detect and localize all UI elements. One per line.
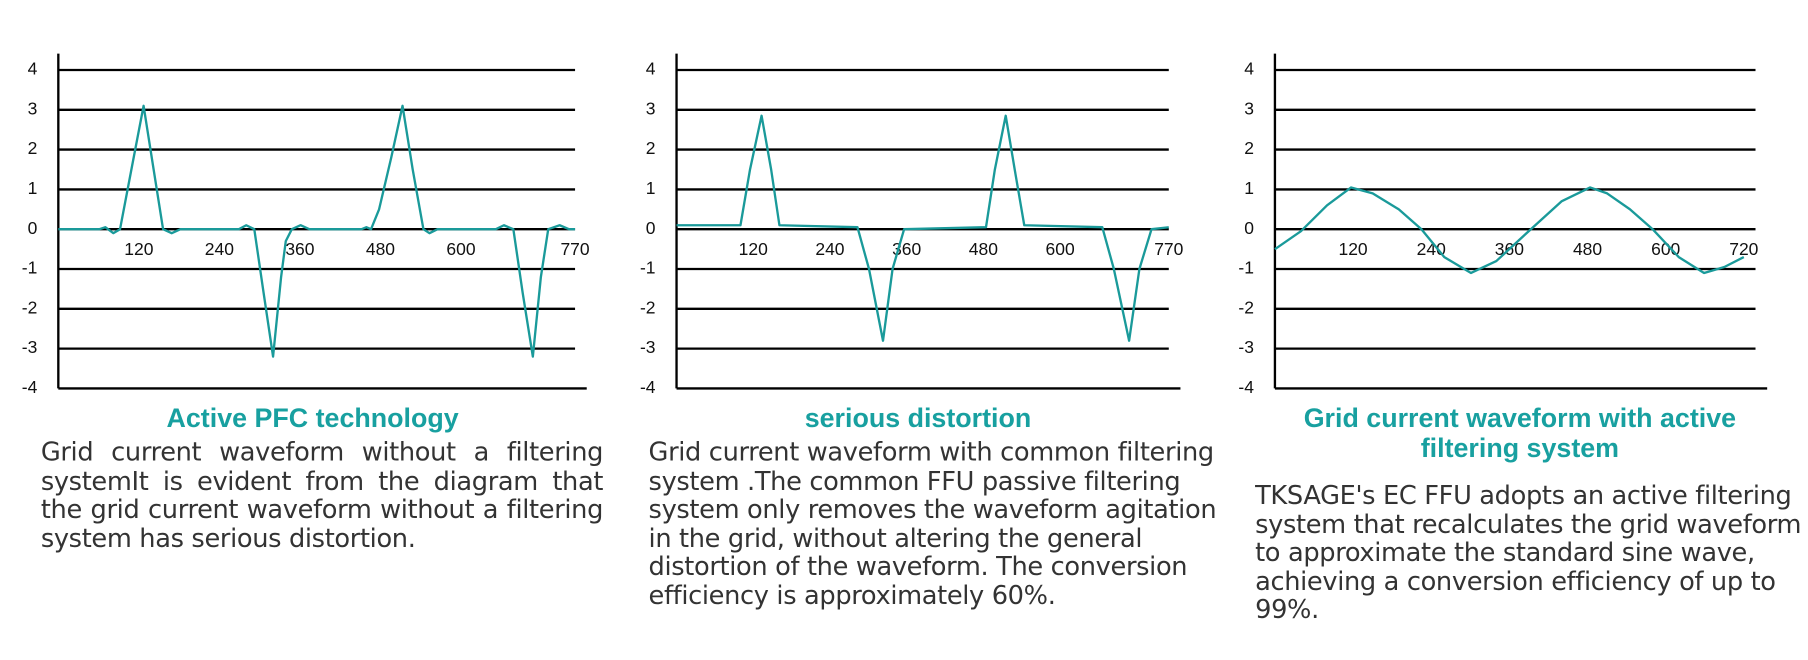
y-tick-label: -2: [22, 297, 38, 317]
x-tick-label: 240: [815, 239, 844, 259]
x-tick-label: 120: [739, 239, 768, 259]
x-tick-label: 480: [366, 239, 395, 259]
x-tick-label: 770: [1154, 239, 1183, 259]
y-tick-label: 0: [28, 218, 38, 238]
x-tick-label: 600: [446, 239, 475, 259]
waveform: [1274, 186, 1745, 275]
x-tick-label: 480: [1573, 239, 1602, 259]
y-tick-label: -1: [1238, 258, 1254, 278]
x-tick-label: 120: [1338, 239, 1367, 259]
x-tick-label: 600: [1651, 239, 1680, 259]
y-tick-label: 2: [1244, 138, 1254, 158]
y-tick-label: -1: [22, 258, 38, 278]
y-tick-label: 1: [1244, 178, 1254, 198]
y-tick-label: 4: [646, 59, 656, 79]
y-tick-label: 3: [28, 98, 38, 118]
y-tick-label: -3: [22, 337, 38, 357]
waveform: [676, 114, 1169, 342]
chart-title: serious distortion: [804, 402, 1032, 433]
y-tick-label: -2: [1238, 297, 1254, 317]
y-tick-label: 2: [646, 138, 656, 158]
description: Grid current waveform with common filter…: [648, 438, 1217, 611]
y-tick-label: 1: [646, 178, 656, 198]
chart-title: Grid current waveform with active filter…: [1303, 402, 1737, 464]
y-tick-label: 3: [646, 98, 656, 118]
x-tick-label: 360: [285, 239, 314, 259]
y-tick-label: -2: [640, 297, 656, 317]
x-tick-label: 120: [124, 239, 153, 259]
y-tick-label: -4: [640, 377, 656, 397]
y-tick-label: -3: [640, 337, 656, 357]
y-tick-label: -3: [1238, 337, 1254, 357]
description: TKSAGE's EC FFU adopts an active filteri…: [1255, 481, 1802, 626]
y-tick-label: 0: [1244, 218, 1254, 238]
y-tick-label: 4: [1244, 59, 1254, 79]
y-tick-label: -4: [1238, 377, 1254, 397]
y-tick-label: -1: [640, 258, 656, 278]
y-tick-label: 2: [28, 138, 38, 158]
y-tick-label: 1: [28, 178, 38, 198]
x-tick-label: 720: [1729, 239, 1758, 259]
x-tick-label: 240: [1417, 239, 1446, 259]
waveform: [58, 104, 576, 358]
description: Grid current waveform without a filterin…: [40, 438, 604, 554]
x-tick-label: 770: [560, 239, 589, 259]
y-tick-label: 3: [1244, 98, 1254, 118]
y-tick-label: 4: [28, 59, 38, 79]
y-tick-label: -4: [22, 377, 38, 397]
y-tick-label: 0: [646, 218, 656, 238]
x-tick-label: 600: [1046, 239, 1075, 259]
x-tick-label: 480: [969, 239, 998, 259]
x-tick-label: 240: [205, 239, 234, 259]
chart-title: Active PFC technology: [166, 402, 459, 433]
